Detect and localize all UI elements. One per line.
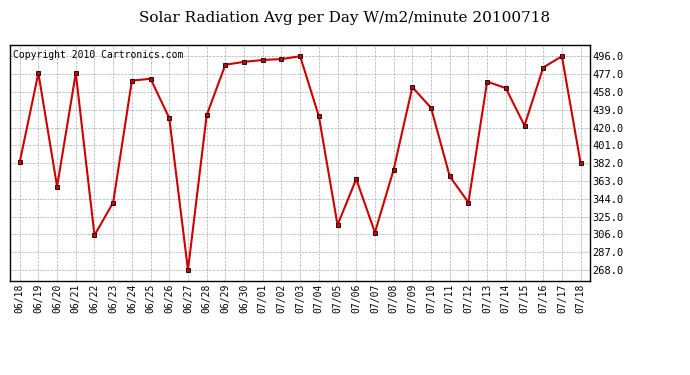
Text: Solar Radiation Avg per Day W/m2/minute 20100718: Solar Radiation Avg per Day W/m2/minute … xyxy=(139,11,551,25)
Text: Copyright 2010 Cartronics.com: Copyright 2010 Cartronics.com xyxy=(13,50,184,60)
